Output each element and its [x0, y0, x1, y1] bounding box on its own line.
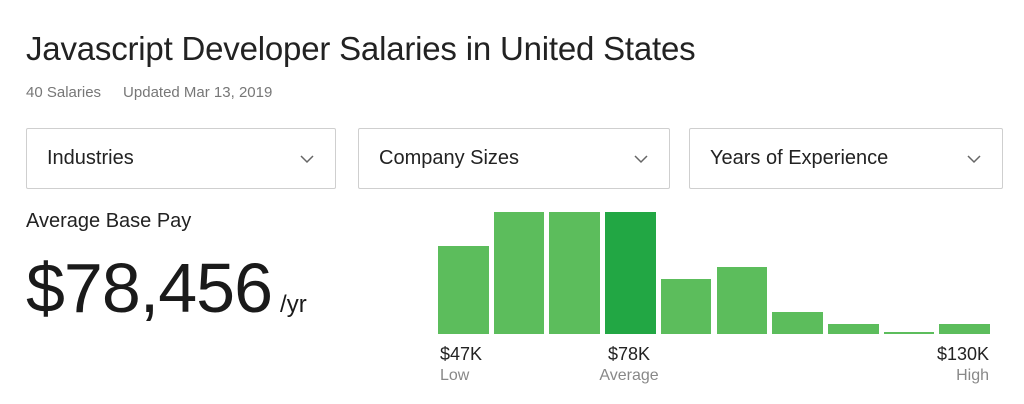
- chevron-down-icon: [300, 154, 314, 163]
- high-value: $130K: [936, 344, 989, 364]
- histogram-bar: [660, 279, 712, 334]
- pay-value: $78,456: [26, 249, 273, 327]
- company-sizes-dropdown[interactable]: Company Sizes: [358, 128, 670, 189]
- average-base-pay-label: Average Base Pay: [26, 210, 192, 232]
- axis-high: $130K High: [937, 344, 989, 394]
- average-value: $78K: [607, 344, 651, 364]
- salary-histogram: [438, 210, 990, 334]
- histogram-bar: [493, 212, 545, 334]
- years-experience-label: Years of Experience: [710, 147, 889, 169]
- histogram-bar: [939, 324, 990, 334]
- histogram-bar: [772, 312, 823, 334]
- chevron-down-icon: [634, 154, 648, 163]
- industries-dropdown[interactable]: Industries: [26, 128, 336, 189]
- axis-average: $78K Average: [596, 344, 662, 394]
- histogram-bar: [883, 332, 935, 334]
- company-sizes-label: Company Sizes: [379, 147, 520, 169]
- average-caption: Average: [599, 367, 659, 384]
- pay-unit: /yr: [280, 291, 307, 318]
- high-caption: High: [956, 367, 989, 384]
- updated-date: Updated Mar 13, 2019: [123, 84, 273, 101]
- salary-count: 40 Salaries: [26, 84, 102, 101]
- filter-bar: Industries Company Sizes Years of Experi…: [26, 128, 1003, 189]
- page-title: Javascript Developer Salaries in United …: [26, 30, 696, 67]
- industries-label: Industries: [47, 147, 134, 169]
- average-pay: $78,456 /yr: [26, 248, 307, 328]
- histogram-bar: [605, 212, 656, 334]
- axis-low: $47K Low: [440, 344, 482, 394]
- histogram-bar: [549, 212, 601, 334]
- histogram-bar: [438, 246, 489, 334]
- salary-meta: 40 Salaries Updated Mar 13, 2019: [26, 84, 272, 101]
- years-experience-dropdown[interactable]: Years of Experience: [689, 128, 1003, 189]
- histogram-bar: [716, 266, 768, 334]
- histogram-bar: [827, 324, 879, 334]
- low-value: $47K: [440, 344, 483, 364]
- low-caption: Low: [440, 367, 470, 384]
- chevron-down-icon: [967, 154, 981, 163]
